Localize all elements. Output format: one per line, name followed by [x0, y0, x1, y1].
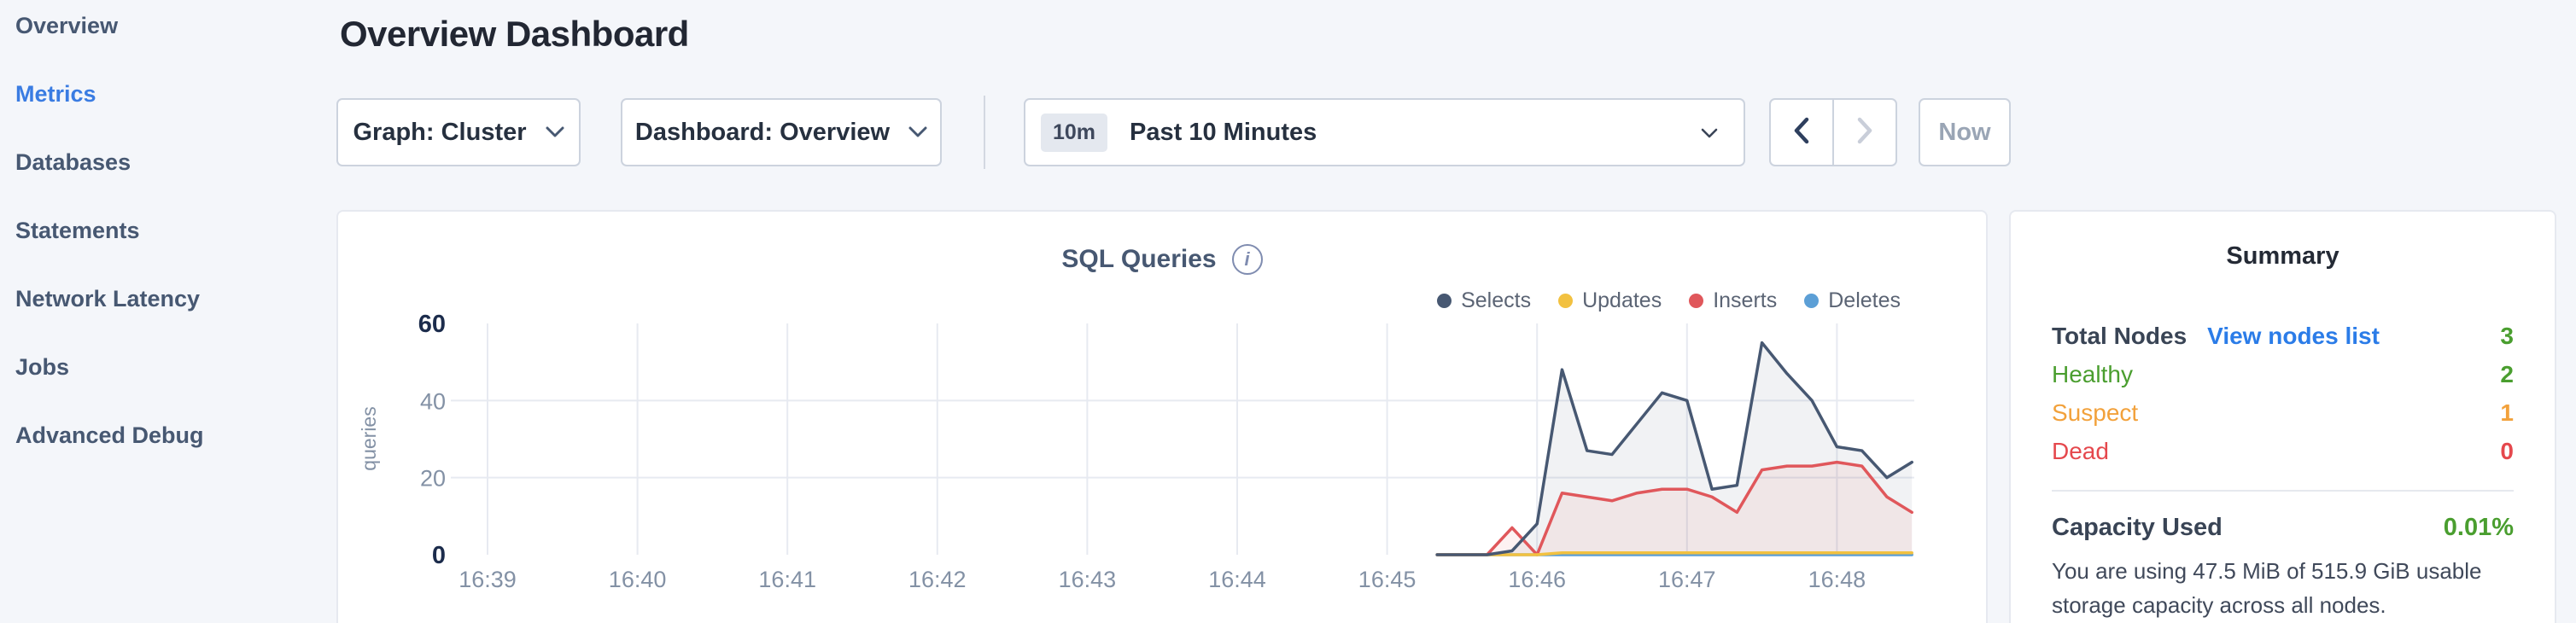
time-prev-button[interactable] — [1771, 100, 1834, 165]
toolbar-divider — [984, 96, 985, 169]
healthy-value: 2 — [2500, 360, 2514, 387]
healthy-label: Healthy — [2052, 360, 2133, 387]
svg-text:16:43: 16:43 — [1059, 567, 1117, 592]
svg-text:16:47: 16:47 — [1658, 567, 1716, 592]
sql-queries-card: SQL Queries i Selects Updates Inserts De… — [336, 210, 1988, 623]
summary-divider — [2052, 490, 2514, 492]
legend-item-deletes: Deletes — [1804, 288, 1901, 313]
view-nodes-list-link[interactable]: View nodes list — [2207, 322, 2380, 349]
legend-label: Updates — [1582, 288, 1662, 312]
capacity-value: 0.01% — [2443, 514, 2514, 541]
summary-row-healthy: Healthy 2 — [2052, 355, 2514, 393]
summary-title: Summary — [2226, 242, 2339, 270]
time-step-buttons — [1769, 98, 1897, 166]
summary-row-suspect: Suspect 1 — [2052, 393, 2514, 432]
capacity-description: You are using 47.5 MiB of 515.9 GiB usab… — [2052, 558, 2482, 618]
chevron-down-icon — [546, 126, 564, 138]
svg-text:40: 40 — [420, 388, 446, 414]
time-window-selector[interactable]: 10m Past 10 Minutes — [1024, 98, 1745, 166]
page-title: Overview Dashboard — [340, 14, 689, 54]
legend-label: Deletes — [1828, 288, 1901, 312]
now-button-label: Now — [1938, 118, 1991, 146]
capacity-row: Capacity Used 0.01% — [2052, 509, 2514, 547]
svg-text:16:42: 16:42 — [908, 567, 967, 592]
now-button[interactable]: Now — [1919, 98, 2011, 166]
dead-value: 0 — [2500, 437, 2514, 464]
time-window-badge: 10m — [1041, 113, 1108, 152]
sidebar-item-metrics[interactable]: Metrics — [15, 81, 96, 107]
sidebar-item-databases[interactable]: Databases — [15, 149, 131, 175]
chevron-down-icon — [908, 126, 927, 138]
summary-rows: Total Nodes View nodes list 3 Healthy 2 … — [2052, 317, 2514, 470]
svg-text:queries: queries — [358, 406, 380, 470]
legend-item-updates: Updates — [1558, 288, 1662, 313]
info-icon[interactable]: i — [1231, 244, 1263, 275]
chart-title-row: SQL Queries i — [338, 244, 1986, 275]
total-nodes-label: Total Nodes — [2052, 322, 2188, 349]
dead-label: Dead — [2052, 437, 2109, 464]
suspect-value: 1 — [2500, 399, 2514, 426]
svg-text:0: 0 — [432, 542, 446, 569]
dashboard-dropdown-label: Dashboard: Overview — [634, 118, 891, 146]
svg-text:60: 60 — [418, 311, 446, 338]
sidebar-item-jobs[interactable]: Jobs — [15, 354, 70, 380]
svg-text:16:41: 16:41 — [758, 567, 816, 592]
svg-text:16:46: 16:46 — [1508, 567, 1566, 592]
graph-dropdown[interactable]: Graph: Cluster — [336, 98, 581, 166]
legend-item-inserts: Inserts — [1689, 288, 1777, 313]
chart-legend: Selects Updates Inserts Deletes — [1437, 288, 1901, 313]
svg-text:20: 20 — [420, 466, 446, 492]
svg-text:16:44: 16:44 — [1208, 567, 1266, 592]
svg-text:16:48: 16:48 — [1808, 567, 1866, 592]
time-next-button[interactable] — [1834, 100, 1895, 165]
time-window-label: Past 10 Minutes — [1130, 118, 1317, 146]
sidebar-item-advanced-debug[interactable]: Advanced Debug — [15, 422, 204, 448]
graph-dropdown-label: Graph: Cluster — [353, 118, 527, 146]
capacity-label: Capacity Used — [2052, 514, 2223, 541]
deletes-dot-icon — [1804, 294, 1820, 308]
summary-row-total-nodes: Total Nodes View nodes list 3 — [2052, 317, 2514, 355]
legend-item-selects: Selects — [1437, 288, 1531, 313]
chart-title: SQL Queries — [1061, 245, 1217, 273]
sidebar-item-network-latency[interactable]: Network Latency — [15, 286, 201, 312]
svg-text:16:45: 16:45 — [1358, 567, 1417, 592]
suspect-label: Suspect — [2052, 399, 2139, 426]
sidebar-item-overview[interactable]: Overview — [15, 13, 119, 38]
summary-panel: Summary Total Nodes View nodes list 3 He… — [2009, 210, 2556, 623]
dashboard-dropdown[interactable]: Dashboard: Overview — [621, 98, 942, 166]
chevron-left-icon — [1793, 117, 1810, 148]
legend-label: Selects — [1461, 288, 1532, 312]
selects-dot-icon — [1437, 294, 1452, 308]
svg-text:16:39: 16:39 — [459, 567, 517, 592]
chevron-right-icon — [1856, 117, 1873, 148]
sidebar: Overview Metrics Databases Statements Ne… — [0, 0, 333, 623]
summary-row-dead: Dead 0 — [2052, 432, 2514, 470]
total-nodes-value: 3 — [2500, 322, 2514, 349]
sidebar-item-statements[interactable]: Statements — [15, 218, 140, 243]
updates-dot-icon — [1558, 294, 1574, 308]
legend-label: Inserts — [1713, 288, 1778, 312]
chevron-down-icon — [1701, 128, 1718, 143]
svg-text:16:40: 16:40 — [609, 567, 667, 592]
inserts-dot-icon — [1689, 294, 1704, 308]
sql-queries-plot[interactable]: 0 20 40 60 16:39 16:40 16:41 16:42 16:43 16:44 16:… — [338, 212, 1986, 623]
